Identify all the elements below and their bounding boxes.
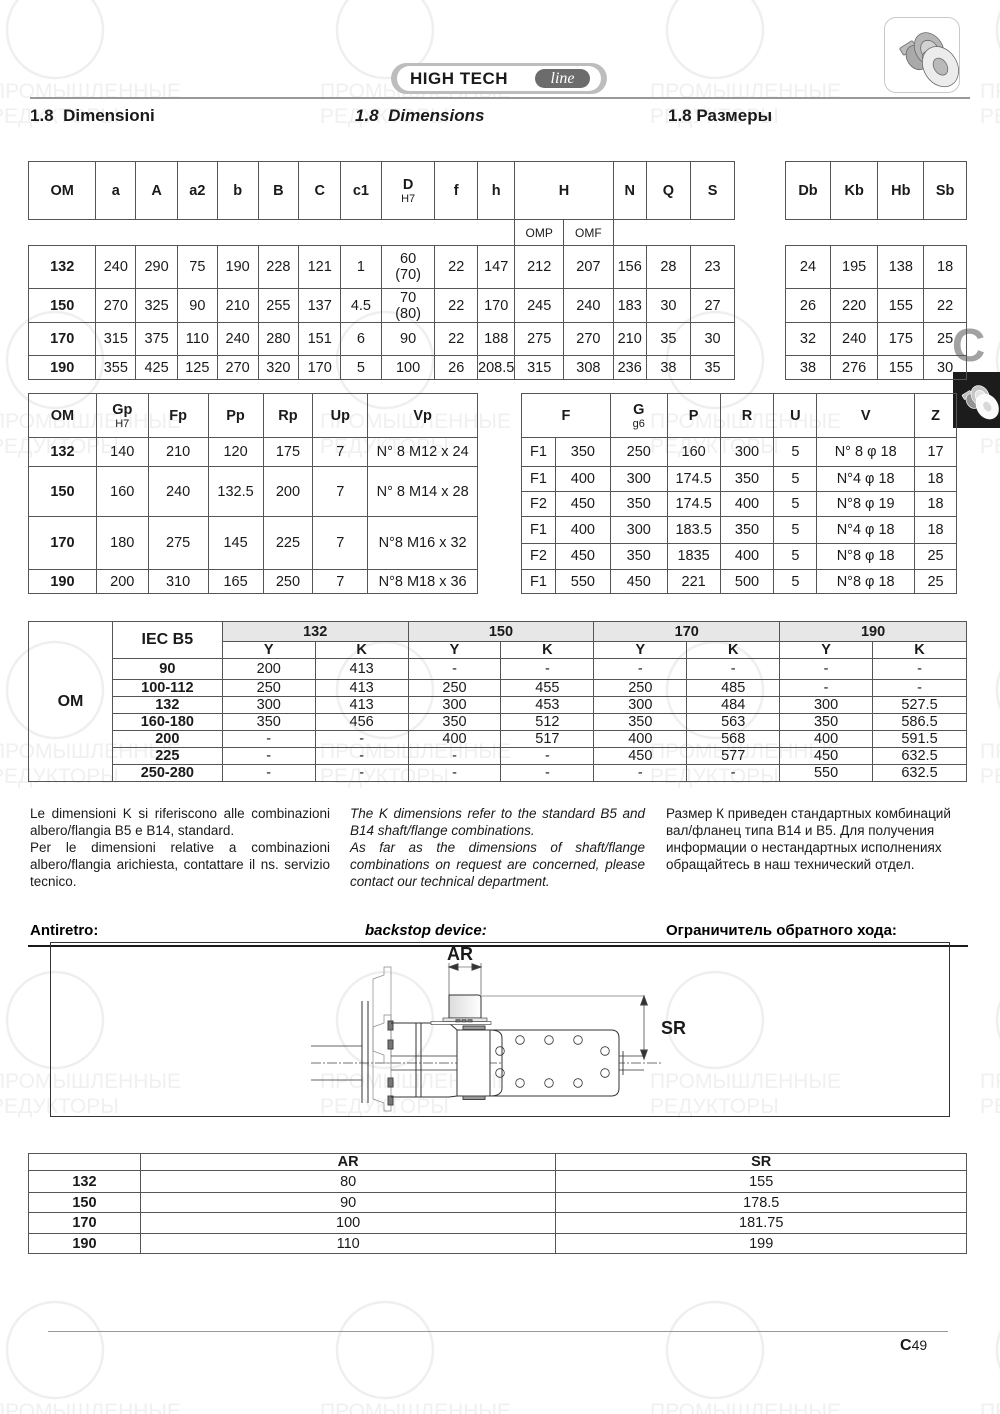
- svg-text:SR: SR: [661, 1018, 686, 1038]
- svg-text:AR: AR: [447, 944, 473, 964]
